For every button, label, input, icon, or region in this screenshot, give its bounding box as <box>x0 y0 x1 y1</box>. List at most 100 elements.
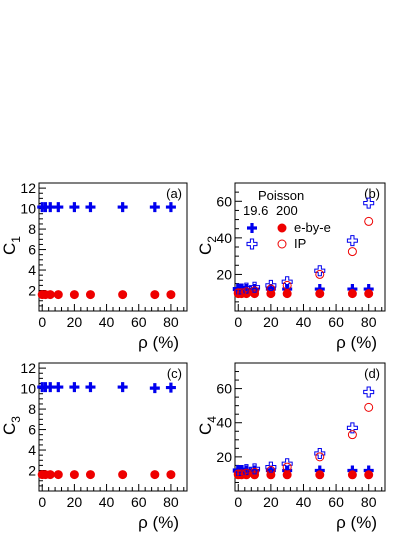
data-point-filled-circle <box>347 470 357 480</box>
data-point-open-cross <box>236 283 248 295</box>
panel-label: (d) <box>364 366 380 381</box>
data-point-filled-cross <box>165 382 176 393</box>
data-point-filled-circle <box>266 289 276 299</box>
x-tick-label: 40 <box>296 494 312 510</box>
x-axis-label: ρ (%) <box>336 333 377 352</box>
x-tick-label: 20 <box>263 314 279 330</box>
x-tick-label: 40 <box>296 314 312 330</box>
x-tick-label: 40 <box>99 314 115 330</box>
y-tick-label: 2 <box>28 283 36 299</box>
data-point-open-circle <box>315 269 325 279</box>
data-point-open-circle <box>237 288 247 298</box>
y-tick-label: 12 <box>20 180 36 196</box>
legend-marker-blue-open <box>246 238 258 250</box>
data-point-open-cross <box>281 276 293 288</box>
data-point-filled-cross <box>69 382 80 393</box>
data-point-filled-circle <box>118 290 128 300</box>
data-point-filled-cross <box>85 202 96 213</box>
panel-label: (a) <box>166 186 182 201</box>
data-point-filled-cross <box>69 202 80 213</box>
data-point-open-circle <box>266 466 276 476</box>
legend-header: Poisson <box>258 188 304 203</box>
data-point-filled-circle <box>282 289 292 299</box>
data-point-open-cross <box>363 386 375 398</box>
y-tick-label: 2 <box>28 463 36 479</box>
x-tick-label: 40 <box>99 494 115 510</box>
data-point-open-cross <box>281 458 293 470</box>
data-point-open-cross <box>249 463 261 475</box>
data-point-filled-circle <box>45 290 55 300</box>
x-tick-label: 20 <box>263 494 279 510</box>
y-tick-label: 40 <box>216 230 232 246</box>
data-point-filled-circle <box>45 470 55 480</box>
legend-markers <box>246 223 287 250</box>
data-point-open-circle <box>364 402 374 412</box>
y-tick-label: 4 <box>28 262 36 278</box>
data-point-open-circle <box>315 452 325 462</box>
data-point-open-circle <box>266 284 276 294</box>
y-tick-label: 20 <box>216 449 232 465</box>
x-tick-label: 60 <box>328 494 344 510</box>
data-point-filled-cross <box>149 383 160 394</box>
x-axis-label: ρ (%) <box>336 513 377 532</box>
data-point-filled-cross <box>265 284 276 295</box>
data-point-open-cross <box>346 235 358 247</box>
panel-label: (c) <box>167 366 182 381</box>
data-point-open-cross <box>346 422 358 434</box>
y-tick-label: 20 <box>216 266 232 282</box>
x-tick-label: 60 <box>131 494 147 510</box>
data-point-filled-cross <box>45 202 56 213</box>
x-tick-label: 80 <box>163 494 179 510</box>
y-axis-label: C1 <box>0 236 23 255</box>
data-point-filled-circle <box>85 290 95 300</box>
data-point-filled-cross <box>45 382 56 393</box>
y-tick-label: 10 <box>20 381 36 397</box>
data-point-filled-circle <box>166 290 176 300</box>
data-point-filled-cross <box>149 202 160 213</box>
y-tick-label: 60 <box>216 193 232 209</box>
data-point-filled-cross <box>165 202 176 213</box>
panel-b: 0 20 40 60 80 20 40 60 ρ (%) C2 (b) <box>196 182 386 352</box>
data-point-open-circle <box>250 286 260 296</box>
data-point-filled-circle <box>364 289 374 299</box>
legend-entry-ip: IP <box>294 236 306 251</box>
data-point-filled-cross <box>85 382 96 393</box>
y-tick-label: 12 <box>20 360 36 376</box>
y-tick-label: 60 <box>216 381 232 397</box>
data-point-filled-circle <box>53 290 63 300</box>
legend: Poisson 19.6 200 e-by-e IP <box>243 188 331 251</box>
data-point-filled-circle <box>166 470 176 480</box>
data-point-filled-cross <box>53 382 64 393</box>
data-point-open-cross <box>314 447 326 459</box>
data-point-open-cross <box>236 465 248 477</box>
legend-marker-red-filled <box>277 223 287 233</box>
data-point-open-circle <box>237 469 247 479</box>
data-point-filled-circle <box>347 289 357 299</box>
x-tick-label: 60 <box>131 314 147 330</box>
data-point-filled-circle <box>69 470 79 480</box>
panel-c: 0 20 40 60 80 2 4 6 8 10 12 ρ (%) C3 (c) <box>0 360 188 532</box>
y-tick-label: 6 <box>28 242 36 258</box>
data-point-open-cross <box>265 279 277 291</box>
panel-label: (b) <box>364 186 380 201</box>
x-tick-label: 0 <box>38 314 46 330</box>
x-tick-label: 0 <box>234 494 242 510</box>
y-tick-label: 6 <box>28 422 36 438</box>
x-tick-label: 80 <box>361 494 377 510</box>
y-tick-label: 4 <box>28 442 36 458</box>
data-point-filled-circle <box>364 470 374 480</box>
data-point-filled-circle <box>53 470 63 480</box>
data-point-filled-circle <box>85 470 95 480</box>
legend-entry-e-by-e: e-by-e <box>294 220 331 235</box>
panel-a: 0 20 40 60 80 2 4 6 8 10 12 ρ (%) C1 (a) <box>0 180 188 352</box>
data-point-filled-circle <box>150 290 160 300</box>
data-point-open-cross <box>265 461 277 473</box>
y-tick-label: 40 <box>216 415 232 431</box>
y-axis-label: C4 <box>196 416 219 435</box>
y-tick-label: 8 <box>28 401 36 417</box>
y-tick-label: 8 <box>28 221 36 237</box>
x-axis-label: ρ (%) <box>138 333 179 352</box>
data-point-open-circle <box>347 430 357 440</box>
legend-marker-red-open <box>277 239 287 249</box>
data-point-filled-circle <box>118 470 128 480</box>
